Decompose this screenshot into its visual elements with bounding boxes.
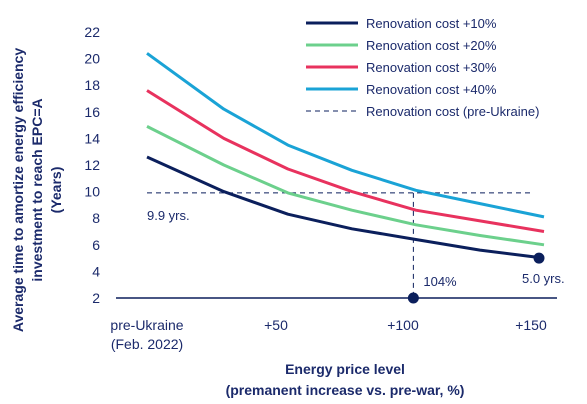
- marker-label-104-percent: 104%: [423, 274, 457, 289]
- markers: 104% 5.0 yrs.: [407, 252, 565, 304]
- legend-label-4: Renovation cost +40%: [366, 82, 497, 97]
- marker-5-years: [533, 252, 545, 264]
- y-tick-label: 6: [92, 237, 100, 253]
- marker-label-5-years: 5.0 yrs.: [522, 271, 565, 286]
- axes: 2 4 6 8 10 12 14 16 18 20 22 pre-Ukraine (Feb. 2022)…: [84, 24, 557, 352]
- y-tick-label: 16: [84, 104, 100, 120]
- y-tick-label: 18: [84, 77, 100, 93]
- series-lines: [146, 52, 545, 260]
- y-tick-label: 10: [84, 184, 100, 200]
- marker-104-percent: [407, 292, 419, 304]
- x-axis-title: (premanent increase vs. pre-war, %): [226, 382, 465, 398]
- y-tick-label: 22: [84, 24, 100, 40]
- legend-label-5: Renovation cost (pre-Ukraine): [366, 104, 539, 119]
- legend: Renovation cost +10% Renovation cost +20%…: [306, 16, 539, 119]
- series-line-2: [146, 125, 545, 247]
- legend-label-1: Renovation cost +10%: [366, 16, 497, 31]
- y-tick-label: 2: [92, 290, 100, 306]
- x-axis-title: Energy price level: [285, 361, 405, 377]
- legend-label-3: Renovation cost +30%: [366, 60, 497, 75]
- y-tick-label: 8: [92, 210, 100, 226]
- axis-titles: Energy price level (premanent increase vs…: [10, 48, 464, 398]
- y-tick-label: 14: [84, 130, 100, 146]
- x-tick-label: pre-Ukraine: [110, 317, 183, 333]
- legend-label-2: Renovation cost +20%: [366, 38, 497, 53]
- x-tick-label: +100: [387, 317, 419, 333]
- y-axis-title: (Years): [48, 167, 64, 214]
- x-tick-label: +50: [264, 317, 288, 333]
- y-axis-title: Average time to amortize energy efficien…: [10, 48, 26, 332]
- y-axis-title: investment to reach EPC=A: [29, 98, 45, 281]
- series-line-1: [146, 155, 545, 260]
- y-tick-label: 20: [84, 51, 100, 67]
- x-tick-label: (Feb. 2022): [111, 336, 183, 352]
- series-line-3: [146, 89, 545, 233]
- reference-value-label: 9.9 yrs.: [147, 208, 190, 223]
- y-tick-label: 4: [92, 263, 100, 279]
- y-tick-label: 12: [84, 157, 100, 173]
- reference-lines: 9.9 yrs.: [147, 192, 530, 298]
- series-line-4: [146, 52, 545, 219]
- x-tick-label: +150: [515, 317, 547, 333]
